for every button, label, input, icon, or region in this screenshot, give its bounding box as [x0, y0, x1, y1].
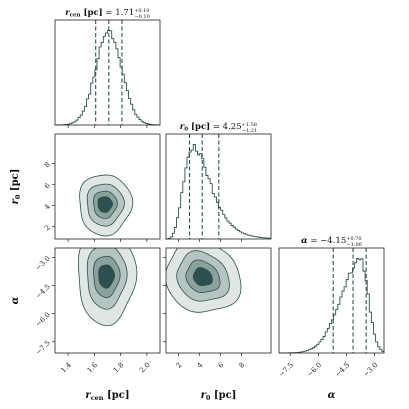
x-tick-label-r0: 2 — [175, 361, 184, 370]
x-tick-label-rcen: 1.6 — [86, 361, 100, 375]
contour-level-4 — [98, 264, 115, 289]
panel-title-rcen: rcen [pc] = 1.71+0.10 −0.10 — [65, 8, 150, 20]
x-tick-label-rcen: 1.8 — [112, 361, 126, 375]
panel-frame-rcen — [54, 19, 161, 126]
histogram-rcen — [54, 19, 161, 126]
y-tick-label-alpha: −3.0 — [34, 255, 52, 273]
x-tick-label-rcen: 1.4 — [59, 361, 73, 375]
x-tick-label-r0: 8 — [238, 361, 247, 370]
y-tick-label-r0: 4 — [43, 202, 52, 211]
histogram-step-rcen — [54, 30, 161, 126]
histogram-r0 — [165, 133, 272, 240]
contour-r0-alpha — [165, 247, 272, 354]
panel-title-alpha: α = −4.15+0.70 −1.06 — [301, 236, 362, 248]
x-tick-label-alpha: −6.0 — [306, 361, 324, 379]
y-tick-label-alpha: −6.0 — [34, 311, 52, 329]
x-tick-label-rcen: 2.0 — [138, 361, 152, 375]
x-axis-label-r0: r0 [pc] — [201, 390, 237, 402]
y-tick-label-alpha: −7.5 — [34, 339, 52, 357]
panel-frame-alpha — [278, 247, 385, 354]
histogram-step-alpha — [278, 258, 385, 354]
x-tick-label-r0: 6 — [217, 361, 226, 370]
x-tick-label-alpha: −4.5 — [334, 361, 352, 379]
contour-rcen-r0 — [54, 133, 161, 240]
x-tick-label-alpha: −7.5 — [277, 361, 295, 379]
y-tick-label-r0: 6 — [43, 181, 52, 190]
y-axis-label-r0: r0 [pc] — [10, 169, 22, 205]
histogram-alpha — [278, 247, 385, 354]
contour-level-4 — [97, 196, 113, 213]
y-tick-label-r0: 2 — [43, 224, 52, 233]
x-axis-label-rcen: rcen [pc] — [85, 390, 129, 402]
x-axis-label-alpha: α — [328, 390, 336, 401]
panel-frame-rcen-alpha — [54, 247, 161, 354]
contour-rcen-alpha — [54, 247, 161, 354]
x-tick-label-r0: 4 — [196, 361, 205, 370]
panel-title-r0: r0 [pc] = 4.25+1.58 −1.21 — [180, 122, 258, 134]
x-tick-label-alpha: −3.0 — [362, 361, 380, 379]
panel-frame-r0-alpha — [165, 247, 272, 354]
contour-level-4 — [192, 267, 213, 287]
panel-frame-r0 — [165, 133, 272, 240]
y-tick-label-alpha: −4.5 — [34, 283, 52, 301]
panel-frame-rcen-r0 — [54, 133, 161, 240]
y-axis-label-alpha: α — [10, 296, 21, 304]
y-tick-label-r0: 8 — [43, 161, 52, 170]
histogram-step-r0 — [165, 144, 272, 240]
